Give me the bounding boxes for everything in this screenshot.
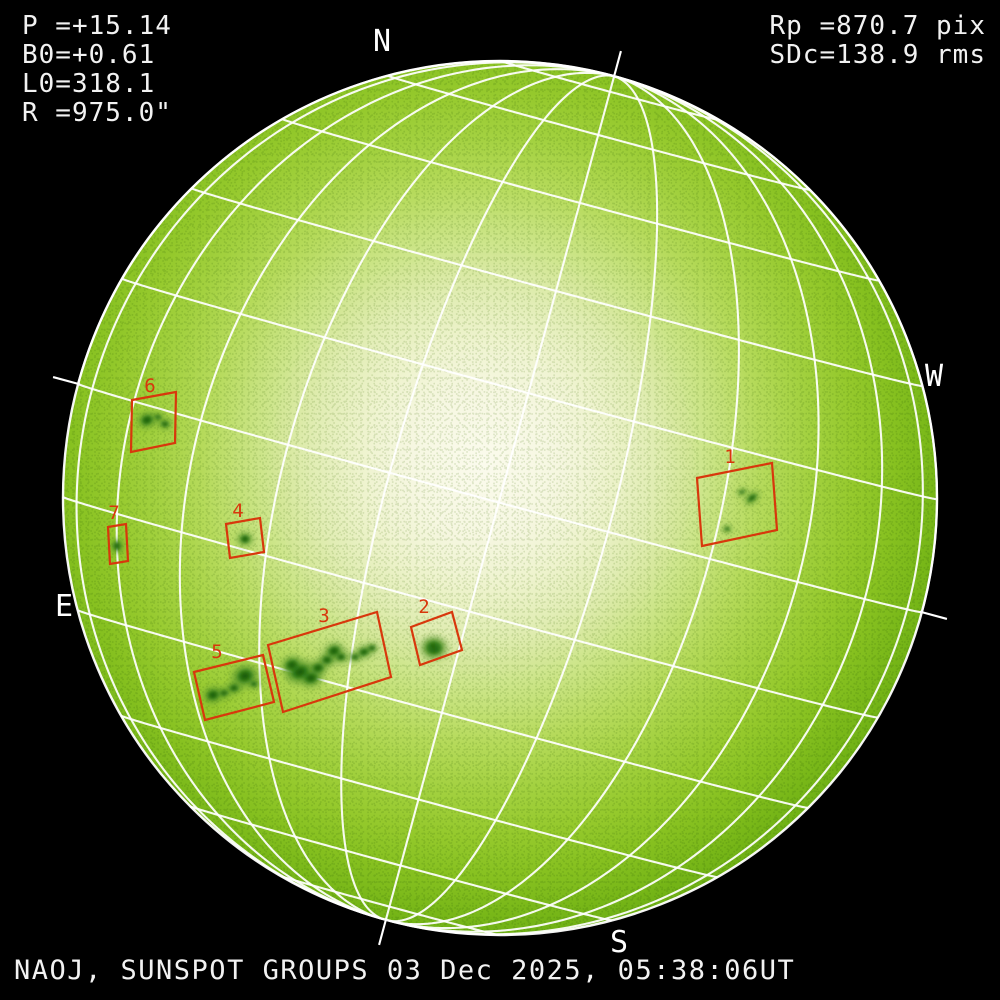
sunspot-core	[252, 682, 256, 686]
sunspot-group-label-6: 6	[144, 375, 155, 397]
sunspot-group-box-6[interactable]	[129, 390, 178, 454]
solar-parameters-block: P =+15.14 B0=+0.61 L0=318.1 R =975.0"	[22, 11, 172, 128]
sunspot-core	[370, 646, 374, 650]
sunspot-group-label-7: 7	[108, 502, 119, 524]
sunspot-group-box-7[interactable]	[106, 522, 130, 566]
sunspot-group-label-1: 1	[724, 446, 735, 468]
sunspot-core	[725, 527, 729, 531]
image-scale-block: Rp =870.7 pix SDc=138.9 rms	[769, 11, 986, 70]
sunspot-group-label-2: 2	[418, 596, 429, 618]
sunspot-core	[163, 422, 167, 426]
sunspot-core	[315, 665, 321, 671]
sunspot-core	[288, 662, 296, 668]
sunspot-core	[361, 650, 367, 654]
sunspot-core	[307, 675, 315, 681]
sunspot-core	[222, 691, 226, 695]
sunspot-group-box-2[interactable]	[409, 610, 464, 667]
sunspot-core	[240, 672, 250, 680]
sunspot-core	[353, 655, 357, 659]
sunspot-core	[115, 543, 119, 549]
sunspot-core	[144, 417, 150, 423]
sunspot-group-box-3[interactable]	[266, 610, 393, 714]
cardinal-label-south: S	[610, 925, 629, 960]
cardinal-label-west: W	[925, 359, 944, 394]
sunspot-group-box-5[interactable]	[192, 653, 276, 722]
sunspot-core	[749, 495, 755, 501]
sunspot-group-label-5: 5	[211, 641, 222, 663]
sunspot-core	[231, 686, 237, 690]
sunspot-core	[430, 644, 436, 648]
sunspot-core	[338, 655, 344, 659]
sunspot-core	[295, 668, 305, 676]
cardinal-label-east: E	[55, 589, 74, 624]
sunspot-group-label-4: 4	[232, 500, 243, 522]
sunspot-core	[156, 415, 160, 419]
sunspot-core	[330, 648, 338, 654]
sunspot-core	[324, 658, 330, 662]
sunspot-group-label-3: 3	[318, 605, 329, 627]
cardinal-label-north: N	[373, 24, 392, 59]
image-caption: NAOJ, SUNSPOT GROUPS 03 Dec 2025, 05:38:…	[14, 955, 796, 986]
sunspot-core	[740, 490, 744, 494]
sunspot-core	[242, 536, 248, 542]
sunspot-group-box-1[interactable]	[695, 461, 779, 548]
sunspot-core	[209, 692, 217, 698]
sunspot-group-box-4[interactable]	[224, 516, 266, 560]
